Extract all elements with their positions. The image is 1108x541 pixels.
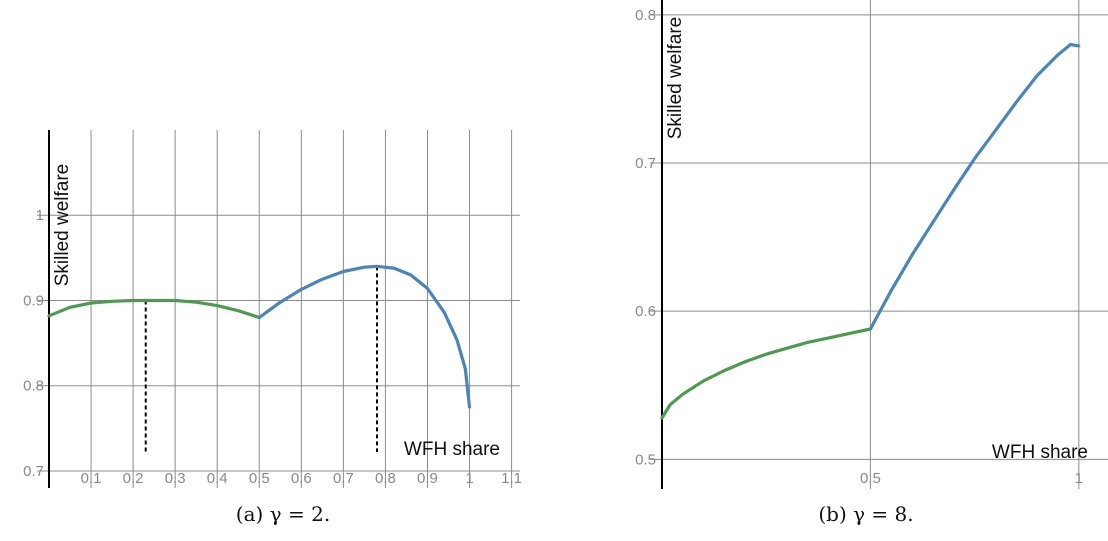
y-axis-title: Skilled welfare	[52, 164, 73, 287]
caption-a: (a) γ = 2.	[236, 502, 330, 526]
x-tick-label: 1	[1075, 470, 1083, 487]
x-tick-label: 0.4	[207, 470, 228, 487]
series-line-low-wfh	[660, 327, 872, 420]
x-tick-label: 0.2	[123, 470, 144, 487]
y-tick-label: 0.9	[23, 292, 44, 309]
x-tick-label: 1.1	[501, 470, 522, 487]
x-axis-title: WFH share	[992, 442, 1088, 463]
y-tick-label: 0.7	[635, 155, 656, 172]
y-tick-label: 0.7	[23, 463, 44, 480]
x-tick-label: 0.5	[249, 470, 270, 487]
series-line-high-wfh	[868, 42, 1081, 331]
x-tick-label: 0.1	[81, 470, 102, 487]
caption-b: (b) γ = 8.	[818, 502, 913, 526]
x-tick-label: 0.8	[375, 470, 396, 487]
series-line-high-wfh	[257, 264, 472, 409]
x-axis-title: WFH share	[404, 439, 500, 460]
panel-b: 0.5 1 0.5 0.6 0.7 0.8 Skilled welfare WFH share	[635, 0, 1108, 489]
y-tick-label: 0.8	[635, 7, 656, 24]
x-tick-label: 0.7	[333, 470, 354, 487]
panel-a: 0.1 0.2 0.3 0.4 0.5 0.6 0.7 0.8 0.9 1 1.1 0.7 0.8 0.9…	[23, 130, 522, 488]
y-tick-label: 1	[36, 207, 44, 224]
series-line-low-wfh	[47, 298, 261, 320]
y-tick-label: 0.8	[23, 378, 44, 395]
x-tick-label: 0.3	[165, 470, 186, 487]
x-tick-label: 0.5	[860, 470, 881, 487]
x-tick-label: 1	[465, 470, 473, 487]
x-tick-label: 0.9	[417, 470, 438, 487]
x-tick-label: 0.6	[291, 470, 312, 487]
y-axis-title: Skilled welfare	[665, 17, 686, 140]
y-tick-label: 0.6	[635, 303, 656, 320]
y-tick-label: 0.5	[635, 451, 656, 468]
